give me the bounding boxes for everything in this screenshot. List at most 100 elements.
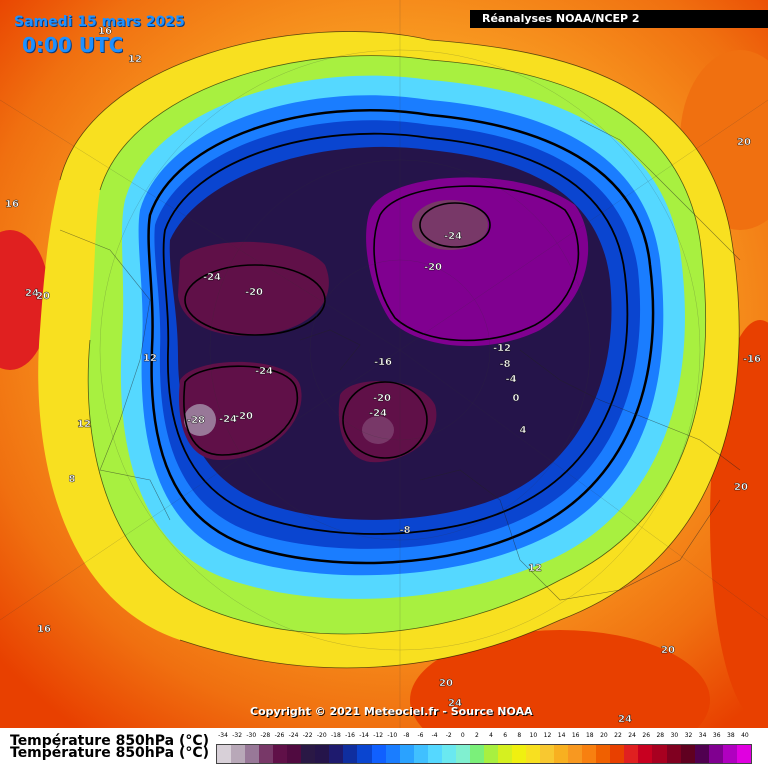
isotherm-label: -24 bbox=[255, 366, 273, 377]
legend-tick-label: 34 bbox=[698, 732, 707, 739]
legend-swatch bbox=[483, 745, 498, 763]
legend-swatch bbox=[469, 745, 484, 763]
legend-swatch bbox=[568, 745, 583, 763]
isotherm-label: 12 bbox=[77, 419, 91, 430]
legend-swatch bbox=[511, 745, 527, 763]
legend-swatch bbox=[343, 745, 358, 763]
isotherm-label: 16 bbox=[5, 199, 19, 210]
legend-swatch bbox=[497, 745, 512, 763]
legend-swatch bbox=[441, 745, 456, 763]
legend-tick-label: -26 bbox=[274, 732, 285, 739]
legend-swatch bbox=[385, 745, 400, 763]
legend-tick-label: -22 bbox=[302, 732, 313, 739]
isotherm-label: 20 bbox=[439, 678, 453, 689]
isotherm-label: -24 bbox=[369, 408, 387, 419]
source-badge: Réanalyses NOAA/NCEP 2 bbox=[470, 10, 768, 28]
cold-core-greenland-center bbox=[362, 416, 394, 444]
legend-swatch bbox=[638, 745, 653, 763]
isotherm-label: -16 bbox=[374, 357, 392, 368]
legend-tick-label: 0 bbox=[460, 732, 465, 739]
legend-swatch bbox=[287, 745, 302, 763]
isotherm-label: 20 bbox=[36, 291, 50, 302]
legend-tick-label: 10 bbox=[529, 732, 538, 739]
legend-color-bar bbox=[216, 744, 752, 764]
field-title-shadow: Température 850hPa (°C) bbox=[10, 745, 210, 761]
legend-swatch bbox=[231, 745, 246, 763]
legend-swatch bbox=[399, 745, 414, 763]
graticule bbox=[0, 0, 768, 728]
legend-tick-label: 36 bbox=[712, 732, 721, 739]
legend-swatch bbox=[610, 745, 625, 763]
legend-swatch bbox=[540, 745, 555, 763]
legend-tick-label: 14 bbox=[557, 732, 566, 739]
isotherm-label: -24 bbox=[444, 231, 462, 242]
isotherm-label: 16 bbox=[98, 26, 112, 37]
isotherm-label: 12 bbox=[128, 54, 142, 65]
legend-tick-label: -24 bbox=[288, 732, 299, 739]
legend-tick-label: 22 bbox=[614, 732, 622, 739]
isotherm-label: -20 bbox=[424, 262, 442, 273]
legend-swatch bbox=[708, 745, 723, 763]
legend-swatch bbox=[245, 745, 260, 763]
hot-region-south bbox=[410, 630, 710, 728]
isotherm-label: 4 bbox=[520, 425, 527, 436]
analysis-date: Samedi 15 mars 2025 bbox=[14, 14, 185, 30]
legend-tick-label: -12 bbox=[373, 732, 384, 739]
legend-tick-label: -30 bbox=[246, 732, 257, 739]
legend-tick-label: 28 bbox=[656, 732, 665, 739]
legend-labels: -34 -32 -30 -28 -26 -24 -22 -20 -18 -16 -14 -12 -10-… bbox=[216, 732, 752, 742]
legend-swatch bbox=[554, 745, 569, 763]
legend-swatch bbox=[217, 745, 232, 763]
isotherm-label: 24 bbox=[618, 714, 632, 725]
legend-tick-label: -8 bbox=[403, 732, 410, 739]
isotherm-12 bbox=[59, 31, 740, 669]
legend-tick-label: -28 bbox=[260, 732, 271, 739]
isotherm-label: -12 bbox=[493, 343, 511, 354]
legend-tick-label: 24 bbox=[628, 732, 636, 739]
isotherm-label: 24 bbox=[25, 288, 39, 299]
isotherm-label: 20 bbox=[737, 137, 751, 148]
legend-tick-label: -14 bbox=[359, 732, 369, 739]
legend-swatch bbox=[329, 745, 344, 763]
isotherm-minus-20-canada bbox=[184, 264, 326, 336]
legend-swatch bbox=[371, 745, 386, 763]
legend-swatch bbox=[427, 745, 442, 763]
field-title: Température 850hPa (°C) bbox=[10, 733, 210, 749]
isotherm-label: -20 bbox=[245, 287, 263, 298]
isotherm-minus-20-greenland bbox=[342, 381, 428, 459]
isotherm-label: 0 bbox=[513, 393, 520, 404]
legend-swatch bbox=[652, 745, 667, 763]
legend-tick-label: 18 bbox=[585, 732, 594, 739]
isotherm-label: 12 bbox=[143, 353, 157, 364]
legend-swatch bbox=[259, 745, 274, 763]
footer: Température 850hPa (°C) Température 850h… bbox=[0, 728, 768, 768]
legend-tick-label: -10 bbox=[387, 732, 398, 739]
isotherm-label: -16 bbox=[743, 354, 761, 365]
isotherm-label: 20 bbox=[734, 482, 748, 493]
legend-tick-label: 26 bbox=[642, 732, 651, 739]
isotherm-minus-20-siberia bbox=[373, 185, 580, 342]
legend-tick-label: 2 bbox=[475, 732, 479, 739]
cold-core-siberia-center bbox=[412, 200, 488, 250]
isotherm-label: 8 bbox=[69, 474, 76, 485]
legend-swatch bbox=[624, 745, 639, 763]
legend-tick-label: 20 bbox=[600, 732, 608, 739]
legend-tick-label: -34 bbox=[218, 732, 228, 739]
legend-tick-label: -16 bbox=[345, 732, 355, 739]
cold-core-minus-28 bbox=[184, 404, 216, 436]
temperature-map: 16 12 16 24 20 12 12 8 16 -24 -20 -24 -28 -24 -20 -16 -2… bbox=[0, 0, 768, 728]
legend-tick-label: 30 bbox=[670, 732, 679, 739]
isotherm-minus-24-canada bbox=[183, 365, 299, 456]
isotherm-label: 16 bbox=[37, 624, 51, 635]
isotherm-label: -20 bbox=[373, 393, 391, 404]
isotherm-4 bbox=[87, 55, 707, 635]
legend-swatch bbox=[315, 745, 330, 763]
color-legend: -34 -32 -30 -28 -26 -24 -22 -20 -18 -16 -14 -12 -10-… bbox=[216, 732, 752, 764]
coastlines bbox=[59, 119, 741, 601]
copyright-notice: Copyright © 2021 Meteociel.fr - Source N… bbox=[250, 705, 533, 718]
legend-tick-label: -4 bbox=[431, 732, 438, 739]
legend-tick-label: 32 bbox=[684, 732, 693, 739]
cold-core-canada-south bbox=[179, 361, 302, 460]
